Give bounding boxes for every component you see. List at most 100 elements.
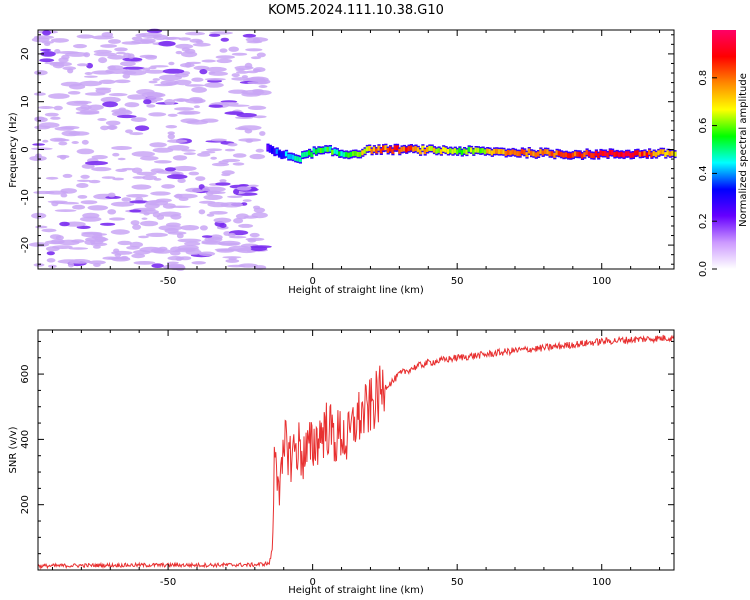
noise-blob bbox=[129, 209, 142, 213]
signal-core bbox=[486, 148, 490, 154]
noise-blob bbox=[129, 241, 143, 248]
noise-blob bbox=[123, 52, 132, 59]
noise-blob bbox=[131, 167, 143, 174]
noise-blob bbox=[143, 99, 152, 105]
colorbar-fill bbox=[712, 30, 736, 269]
noise-blob bbox=[216, 58, 233, 64]
noise-blob bbox=[228, 46, 239, 52]
signal-core bbox=[659, 149, 663, 155]
noise-blob bbox=[31, 147, 53, 151]
signal-core bbox=[303, 152, 307, 157]
noise-blob bbox=[141, 91, 164, 98]
signal-core bbox=[400, 146, 404, 152]
noise-blob bbox=[132, 176, 145, 179]
noise-blob bbox=[106, 124, 118, 130]
noise-blob bbox=[76, 34, 95, 39]
noise-blob bbox=[41, 41, 54, 44]
noise-blob bbox=[124, 102, 140, 108]
noise-blob bbox=[32, 143, 45, 146]
y-tick-label: -10 bbox=[20, 189, 31, 205]
noise-blob bbox=[117, 114, 137, 119]
colorbar-ticks: 0.0 0.2 0.4 0.6 0.8 bbox=[698, 70, 717, 277]
noise-blob bbox=[33, 92, 46, 96]
noise-blob bbox=[250, 246, 268, 252]
noise-blob bbox=[42, 30, 51, 36]
noise-blob bbox=[158, 40, 176, 47]
noise-blob bbox=[210, 156, 217, 160]
noise-blob bbox=[121, 197, 132, 202]
signal-core bbox=[280, 152, 284, 158]
noise-blob bbox=[84, 72, 93, 75]
signal-core bbox=[597, 153, 601, 159]
signal-core bbox=[518, 151, 522, 157]
noise-blob bbox=[258, 85, 268, 88]
signal-core bbox=[296, 156, 300, 162]
signal-core bbox=[333, 148, 337, 154]
signal-core bbox=[268, 146, 272, 152]
noise-blob bbox=[76, 183, 89, 188]
noise-blob bbox=[167, 145, 190, 151]
noise-blob bbox=[111, 250, 133, 255]
signal-core bbox=[326, 146, 330, 152]
noise-blob bbox=[177, 245, 199, 250]
signal-core bbox=[363, 148, 367, 154]
signal-core bbox=[412, 146, 416, 152]
noise-blob bbox=[79, 80, 103, 87]
signal-core bbox=[349, 151, 353, 157]
signal-core bbox=[335, 149, 339, 155]
signal-core bbox=[495, 148, 499, 154]
noise-blob bbox=[68, 247, 89, 250]
noise-blob bbox=[41, 228, 57, 233]
spectrogram-y-label: Frequency (Hz) bbox=[8, 112, 19, 188]
x-tick-label: 0 bbox=[309, 276, 315, 287]
signal-core bbox=[546, 149, 550, 155]
noise-blob bbox=[48, 93, 70, 99]
noise-blob bbox=[215, 55, 235, 59]
figure-title: KOM5.2024.111.10.38.G10 bbox=[268, 3, 444, 18]
noise-blob bbox=[227, 142, 238, 147]
noise-blob bbox=[149, 142, 167, 148]
noise-blob bbox=[91, 167, 112, 172]
noise-blob bbox=[88, 179, 101, 184]
signal-core bbox=[673, 151, 677, 157]
noise-blob bbox=[215, 182, 231, 186]
noise-blob bbox=[189, 97, 203, 102]
noise-blob bbox=[59, 221, 70, 227]
noise-blob bbox=[67, 91, 81, 95]
noise-blob bbox=[206, 213, 215, 217]
signal-core bbox=[615, 151, 619, 157]
noise-blob bbox=[98, 79, 116, 85]
noise-blob bbox=[131, 184, 152, 190]
signal-core bbox=[617, 152, 622, 158]
spectrogram-y-ticks: -20 -10 0 10 20 bbox=[20, 34, 674, 265]
x-tick-label: -50 bbox=[160, 276, 176, 287]
noise-blob bbox=[219, 179, 227, 183]
noise-blob bbox=[47, 200, 68, 204]
signal-core bbox=[599, 150, 603, 156]
noise-blob bbox=[236, 70, 249, 74]
signal-core bbox=[271, 147, 275, 153]
noise-blob bbox=[172, 165, 197, 172]
y-tick-label: 0 bbox=[20, 146, 31, 152]
noise-blob bbox=[90, 242, 108, 247]
signal-core bbox=[627, 151, 631, 157]
noise-blob bbox=[145, 232, 168, 237]
noise-blob bbox=[76, 179, 92, 182]
signal-core bbox=[652, 151, 656, 156]
noise-blob bbox=[231, 73, 240, 78]
signal-core bbox=[571, 152, 575, 158]
signal-core bbox=[481, 148, 485, 153]
noise-blob bbox=[222, 256, 242, 259]
noise-blob bbox=[174, 193, 183, 199]
signal-core bbox=[469, 147, 474, 153]
signal-core bbox=[645, 152, 649, 158]
signal-core bbox=[527, 148, 531, 154]
noise-blob bbox=[219, 48, 228, 53]
noise-blob bbox=[76, 225, 91, 229]
noise-blob bbox=[185, 249, 202, 255]
noise-blob bbox=[31, 212, 47, 219]
signal-core bbox=[453, 148, 457, 154]
noise-blob bbox=[176, 111, 195, 115]
noise-blob bbox=[244, 62, 253, 69]
signal-core bbox=[465, 149, 469, 155]
